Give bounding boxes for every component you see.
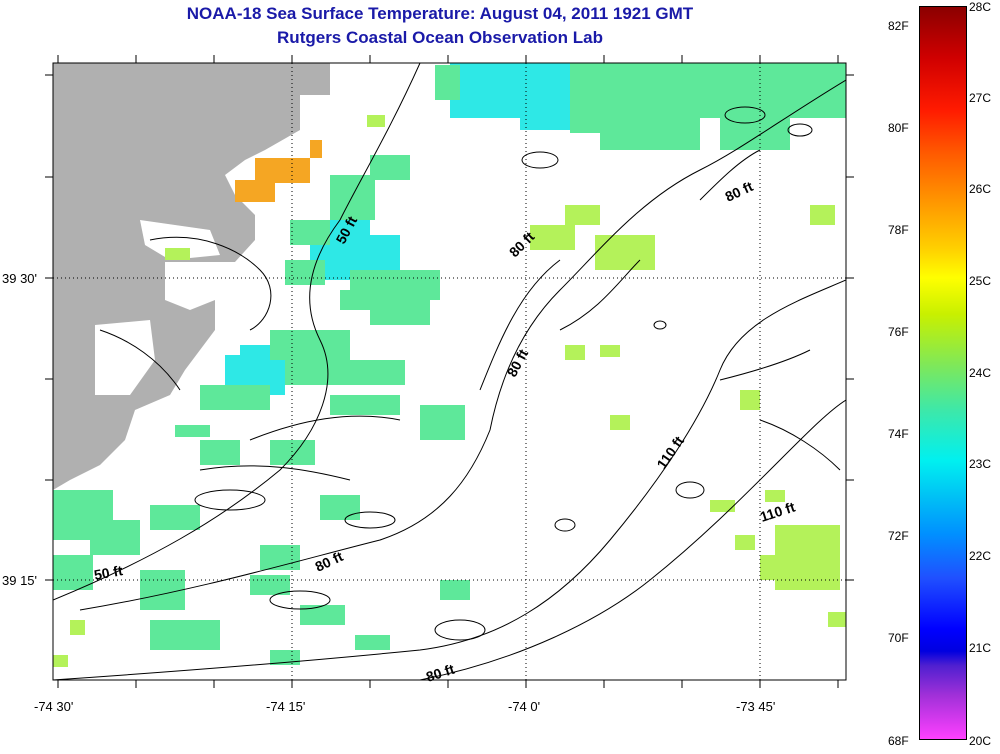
colorbar-c-label: 26C xyxy=(969,182,992,196)
colorbar-f-label: 78F xyxy=(888,223,909,237)
colorbar-f-label: 74F xyxy=(888,427,909,441)
colorbar-f-label: 80F xyxy=(888,121,909,135)
graticule xyxy=(53,63,846,680)
map-title: NOAA-18 Sea Surface Temperature: August … xyxy=(186,4,694,23)
sst-yellow-green-pixels xyxy=(53,115,846,667)
colorbar-c-label: 24C xyxy=(969,366,992,380)
map-subtitle: Rutgers Coastal Ocean Observation Lab xyxy=(277,28,603,47)
contour-label: 50 ft xyxy=(93,562,124,583)
bay-area xyxy=(95,320,155,395)
contour-label: 80 ft xyxy=(313,548,346,575)
y-tick-label: 39 15' xyxy=(2,573,37,588)
colorbar-f-label: 82F xyxy=(888,19,909,33)
map-frame xyxy=(52,62,847,681)
contour-label: 110 ft xyxy=(653,433,687,472)
colorbar-f-label: 68F xyxy=(888,734,909,748)
contour-label: 80 ft xyxy=(723,178,756,205)
x-tick-label: -74 30' xyxy=(34,699,73,714)
colorbar-c-label: 25C xyxy=(969,274,992,288)
colorbar-f-label: 70F xyxy=(888,631,909,645)
map-content xyxy=(53,63,846,680)
contour-label: 110 ft xyxy=(758,498,797,524)
sst-green-pixels xyxy=(53,63,846,665)
colorbar-f-label: 76F xyxy=(888,325,909,339)
bathymetry-contours xyxy=(53,63,846,680)
y-tick-label: 39 30' xyxy=(2,271,37,286)
colorbar-c-label: 21C xyxy=(969,641,992,655)
tick-marks xyxy=(45,55,854,688)
x-tick-label: -73 45' xyxy=(736,699,775,714)
contour-label: 80 ft xyxy=(424,661,457,685)
colorbar-c-label: 28C xyxy=(969,0,992,14)
bay-area xyxy=(140,220,220,260)
colorbar-c-label: 27C xyxy=(969,91,992,105)
temperature-colorbar xyxy=(919,6,967,740)
contour-label: 80 ft xyxy=(504,346,532,379)
colorbar-c-label: 20C xyxy=(969,734,992,748)
x-tick-label: -74 15' xyxy=(266,699,305,714)
colorbar-f-label: 72F xyxy=(888,529,909,543)
sst-orange-pixels xyxy=(235,140,322,202)
colorbar-c-label: 22C xyxy=(969,549,992,563)
colorbar-c-label: 23C xyxy=(969,457,992,471)
x-tick-label: -74 0' xyxy=(508,699,540,714)
